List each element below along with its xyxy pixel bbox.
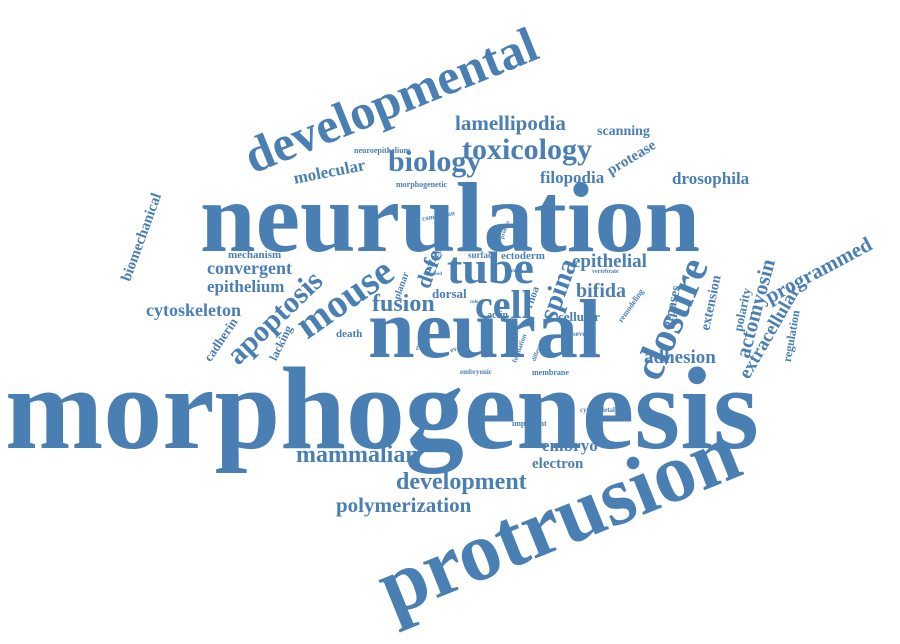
word-lamellipodia: lamellipodia bbox=[455, 111, 566, 135]
word-mammalian: mammalian bbox=[296, 442, 419, 468]
word-role: role bbox=[470, 300, 479, 305]
word-development: development bbox=[396, 469, 527, 495]
word-embryo: embryo bbox=[542, 436, 598, 455]
word-cytoskeletal: cytoskeletal bbox=[580, 406, 615, 414]
word-example: example bbox=[505, 269, 523, 274]
word-surface: surface bbox=[468, 250, 496, 260]
word-important: important bbox=[512, 419, 547, 428]
word-cellular: cellular bbox=[558, 309, 600, 324]
word-tube: tube bbox=[447, 242, 534, 293]
word-scanning: scanning bbox=[597, 124, 650, 139]
word-neurulation: neurulation bbox=[200, 162, 701, 273]
word-embryonic: embryonic bbox=[460, 368, 492, 376]
word-mechanism: mechanism bbox=[228, 249, 282, 261]
word-death: death bbox=[336, 328, 363, 340]
word-fusion: fusion bbox=[372, 291, 435, 317]
word-membrane: membrane bbox=[532, 368, 569, 377]
word-morphogenetic: morphogenetic bbox=[396, 180, 448, 189]
word-biology: biology bbox=[388, 145, 482, 178]
word-biomechanical: biomechanical bbox=[118, 191, 166, 284]
word-toxicology: toxicology bbox=[462, 133, 592, 166]
word-cell: cell bbox=[475, 282, 533, 327]
word-ectoderm: ectoderm bbox=[501, 250, 545, 262]
word-cytoskeleton: cytoskeleton bbox=[146, 300, 241, 320]
word-actin: actin bbox=[487, 310, 509, 321]
word-polymerization: polymerization bbox=[336, 493, 472, 517]
word-bifida: bifida bbox=[576, 280, 627, 302]
word-electron: electron bbox=[532, 456, 584, 472]
word-vertebrate: vertebrate bbox=[592, 269, 619, 275]
word-morphogenesis: morphogenesis bbox=[5, 343, 759, 474]
word-involved: involved bbox=[424, 272, 443, 277]
word-filopodia: filopodia bbox=[540, 168, 605, 187]
word-epithelium: epithelium bbox=[207, 277, 285, 296]
word-convergent: convergent bbox=[207, 258, 292, 278]
word-several: several bbox=[573, 330, 594, 338]
word-drosophila: drosophila bbox=[672, 169, 750, 188]
word-adhesion: adhesion bbox=[644, 347, 716, 368]
word-neural: neural bbox=[368, 283, 602, 376]
word-epithelial: epithelial bbox=[572, 251, 647, 272]
word-dorsal: dorsal bbox=[432, 286, 467, 301]
word-neuroepithelium: neuroepithelium bbox=[354, 146, 411, 155]
